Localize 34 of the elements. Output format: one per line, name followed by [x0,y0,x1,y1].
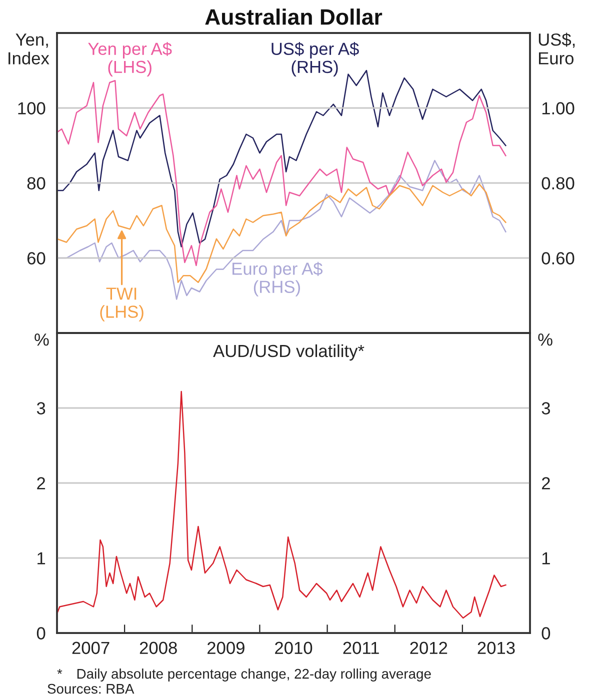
y-tick-label: 60 [27,252,46,264]
series-label: US$ per A$ (RHS) [272,42,359,77]
y2-tick-label: 3 [542,402,550,414]
x-tick-label: 2012 [410,642,448,654]
y-tick-label: 1 [38,552,46,564]
x-tick-label: 2010 [275,642,312,654]
y-axis-title: % [34,334,49,346]
x-tick-label: 2013 [478,642,515,654]
x-tick-label: 2008 [140,642,177,654]
x-tick-label: 2007 [72,642,110,654]
text: AUD/USD volatility* [213,344,364,361]
y-tick-label: 3 [36,402,46,414]
y-axis-title: Yen, Index [8,34,50,64]
x-tick-label: 2011 [343,642,379,654]
y2-tick-label: 1.00 [542,102,574,114]
y2-tick-label: 0.60 [542,252,574,264]
y-tick-label: 2 [37,477,46,490]
y-tick-label: 0 [36,627,46,640]
y2-tick-label: 2 [542,477,550,490]
series-label: Yen per A$ (LHS) [88,42,172,77]
y-tick-label: 100 [18,102,46,114]
y2-axis-title: US$, Euro [538,32,575,64]
y2-tick-label: 1 [542,552,550,564]
y-tick-label: 80 [27,177,46,190]
y2-axis-title: % [538,334,552,346]
chart-title: Australian Dollar [205,8,382,25]
y2-tick-label: 0 [542,627,550,640]
y2-tick-label: 0.80 [542,177,574,190]
x-tick-label: 2009 [207,642,244,654]
line-series [57,390,506,619]
text: * Daily absolute percentage change, 22-day rolling average [57,668,431,682]
series-label: Euro per A$ (RHS) [232,262,323,296]
source-note: Sources: RBA [48,684,134,694]
text: TWI (LHS) [100,288,144,322]
